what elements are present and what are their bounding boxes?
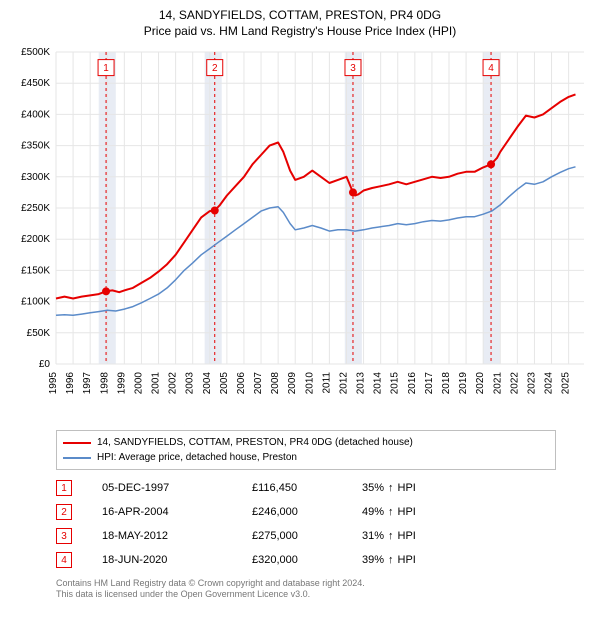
x-tick-label: 2004 bbox=[202, 372, 213, 395]
x-tick-label: 2002 bbox=[168, 372, 179, 395]
sale-marker-number: 1 bbox=[103, 63, 109, 74]
x-tick-label: 2017 bbox=[424, 372, 435, 395]
x-tick-label: 2018 bbox=[441, 372, 452, 395]
sale-marker-number: 2 bbox=[56, 504, 72, 520]
x-tick-label: 1997 bbox=[82, 372, 93, 395]
x-tick-label: 2025 bbox=[561, 372, 572, 395]
x-tick-label: 2024 bbox=[544, 372, 555, 395]
sale-price: £116,450 bbox=[252, 482, 362, 494]
sale-date: 18-JUN-2020 bbox=[102, 554, 252, 566]
x-tick-label: 2014 bbox=[373, 372, 384, 395]
x-tick-label: 2012 bbox=[338, 372, 349, 395]
x-tick-label: 2021 bbox=[492, 372, 503, 395]
sale-delta-suffix: HPI bbox=[398, 482, 416, 494]
sale-delta-pct: 35% bbox=[362, 482, 384, 494]
sale-delta-suffix: HPI bbox=[398, 506, 416, 518]
footer-attribution: Contains HM Land Registry data © Crown c… bbox=[56, 578, 556, 600]
y-tick-label: £250K bbox=[21, 203, 50, 214]
y-tick-label: £400K bbox=[21, 109, 50, 120]
sales-row: 2 16-APR-2004£246,00049% ↑ HPI bbox=[56, 500, 556, 524]
arrow-up-icon: ↑ bbox=[388, 482, 394, 494]
x-tick-label: 2000 bbox=[133, 372, 144, 395]
x-tick-label: 2005 bbox=[219, 372, 230, 395]
y-tick-label: £200K bbox=[21, 234, 50, 245]
sale-marker-number: 4 bbox=[56, 552, 72, 568]
sale-dot bbox=[211, 206, 219, 214]
sale-delta-pct: 39% bbox=[362, 554, 384, 566]
sales-row: 1 05-DEC-1997£116,45035% ↑ HPI bbox=[56, 476, 556, 500]
x-tick-label: 2009 bbox=[287, 372, 298, 395]
sale-delta: 31% ↑ HPI bbox=[362, 530, 492, 542]
arrow-up-icon: ↑ bbox=[388, 554, 394, 566]
x-tick-label: 2015 bbox=[390, 372, 401, 395]
x-tick-label: 2006 bbox=[236, 372, 247, 395]
x-tick-label: 1996 bbox=[65, 372, 76, 395]
legend-swatch bbox=[63, 442, 91, 444]
arrow-up-icon: ↑ bbox=[388, 506, 394, 518]
sale-price: £275,000 bbox=[252, 530, 362, 542]
y-tick-label: £50K bbox=[27, 328, 51, 339]
x-tick-label: 2016 bbox=[407, 372, 418, 395]
arrow-up-icon: ↑ bbox=[388, 530, 394, 542]
sales-row: 3 18-MAY-2012£275,00031% ↑ HPI bbox=[56, 524, 556, 548]
sale-delta-pct: 31% bbox=[362, 530, 384, 542]
sales-table: 105-DEC-1997£116,45035%↑HPI216-APR-2004£… bbox=[56, 476, 556, 572]
sale-delta-suffix: HPI bbox=[398, 554, 416, 566]
x-tick-label: 2001 bbox=[151, 372, 162, 395]
sale-marker-number: 2 bbox=[212, 63, 218, 74]
legend-label: 14, SANDYFIELDS, COTTAM, PRESTON, PR4 0D… bbox=[97, 437, 413, 448]
sale-price: £246,000 bbox=[252, 506, 362, 518]
chart-container: 14, SANDYFIELDS, COTTAM, PRESTON, PR4 0D… bbox=[0, 0, 600, 608]
sale-price: £320,000 bbox=[252, 554, 362, 566]
sale-date: 05-DEC-1997 bbox=[102, 482, 252, 494]
y-tick-label: £300K bbox=[21, 172, 50, 183]
footer-line-1: Contains HM Land Registry data © Crown c… bbox=[56, 578, 556, 589]
x-tick-label: 2003 bbox=[185, 372, 196, 395]
chart-plot-area: £0 £50K £100K £150K £200K £250K £300K £350K £400… bbox=[8, 44, 592, 424]
y-tick-label: £350K bbox=[21, 141, 50, 152]
chart-svg: £0 £50K £100K £150K £200K £250K £300K £350K £400… bbox=[8, 44, 592, 424]
x-tick-label: 1998 bbox=[99, 372, 110, 395]
sale-date: 18-MAY-2012 bbox=[102, 530, 252, 542]
y-tick-label: £150K bbox=[21, 265, 50, 276]
x-tick-label: 2020 bbox=[475, 372, 486, 395]
x-tick-label: 2022 bbox=[509, 372, 520, 395]
sale-delta: 39% ↑ HPI bbox=[362, 554, 492, 566]
legend-item: HPI: Average price, detached house, Pres… bbox=[63, 450, 549, 465]
legend: 14, SANDYFIELDS, COTTAM, PRESTON, PR4 0D… bbox=[56, 430, 556, 470]
x-tick-label: 2013 bbox=[356, 372, 367, 395]
sale-dot bbox=[487, 160, 495, 168]
legend-label: HPI: Average price, detached house, Pres… bbox=[97, 452, 297, 463]
x-tick-label: 2010 bbox=[304, 372, 315, 395]
sale-delta: 35% ↑ HPI bbox=[362, 482, 492, 494]
y-tick-label: £100K bbox=[21, 297, 50, 308]
sale-delta-pct: 49% bbox=[362, 506, 384, 518]
sale-marker-number: 4 bbox=[488, 63, 494, 74]
footer-line-2: This data is licensed under the Open Gov… bbox=[56, 589, 556, 600]
x-tick-label: 1999 bbox=[116, 372, 127, 395]
sale-marker-number: 3 bbox=[56, 528, 72, 544]
x-tick-label: 1995 bbox=[48, 372, 59, 395]
sales-row: 4 18-JUN-2020£320,00039% ↑ HPI bbox=[56, 548, 556, 572]
x-tick-label: 2019 bbox=[458, 372, 469, 395]
chart-title: 14, SANDYFIELDS, COTTAM, PRESTON, PR4 0D… bbox=[8, 8, 592, 22]
sale-delta-suffix: HPI bbox=[398, 530, 416, 542]
sale-dot bbox=[349, 188, 357, 196]
sale-date: 16-APR-2004 bbox=[102, 506, 252, 518]
y-tick-label: £0 bbox=[39, 359, 51, 370]
x-tick-label: 2008 bbox=[270, 372, 281, 395]
sale-marker-number: 1 bbox=[56, 480, 72, 496]
y-tick-label: £500K bbox=[21, 47, 50, 58]
x-tick-label: 2007 bbox=[253, 372, 264, 395]
legend-swatch bbox=[63, 457, 91, 459]
sale-dot bbox=[102, 287, 110, 295]
sale-marker-number: 3 bbox=[350, 63, 356, 74]
y-tick-label: £450K bbox=[21, 78, 50, 89]
legend-item: 14, SANDYFIELDS, COTTAM, PRESTON, PR4 0D… bbox=[63, 435, 549, 450]
sale-delta: 49% ↑ HPI bbox=[362, 506, 492, 518]
chart-subtitle: Price paid vs. HM Land Registry's House … bbox=[8, 24, 592, 38]
x-tick-label: 2023 bbox=[526, 372, 537, 395]
x-tick-label: 2011 bbox=[321, 372, 332, 394]
